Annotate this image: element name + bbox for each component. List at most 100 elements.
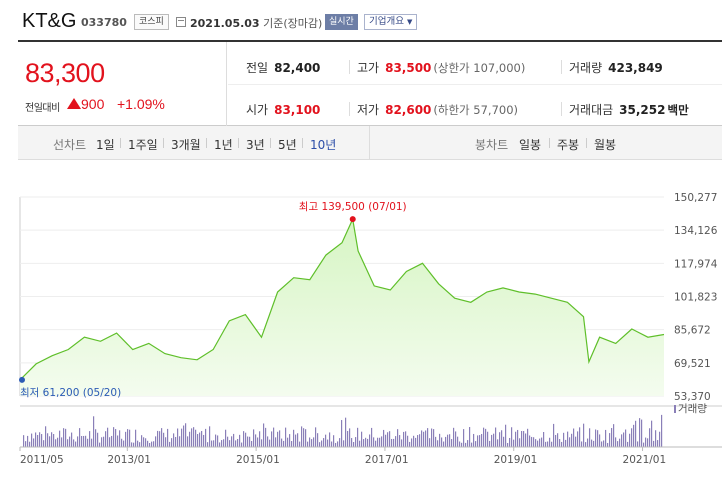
volume-bar (113, 427, 115, 447)
volume-bar (53, 434, 55, 447)
volume-bar (269, 439, 271, 447)
y-tick-label: 85,672 (674, 325, 711, 337)
y-tick-label: 69,521 (674, 358, 711, 370)
volume-bar (91, 438, 93, 447)
volume-bar (329, 432, 331, 447)
candle-chart-label: 봉차트 (475, 138, 509, 152)
y-tick-label: 53,370 (674, 391, 711, 403)
volume-bar (205, 428, 207, 447)
period-1d[interactable]: 1일 (96, 138, 115, 152)
volume-bar (235, 440, 237, 447)
volume-bar (417, 435, 419, 447)
volume-bar (65, 428, 67, 447)
volume-bar (573, 428, 575, 447)
volume-bar (383, 429, 385, 447)
volume-bar (589, 428, 591, 447)
volume-bar (157, 430, 159, 447)
volume-bar (281, 438, 283, 447)
volume-bar (85, 435, 87, 447)
volume-bar (565, 439, 567, 447)
volume-bar (37, 435, 39, 447)
volume-bar (149, 442, 151, 447)
realtime-button[interactable]: 실시간 (325, 14, 358, 30)
volume-bar (623, 432, 625, 447)
period-1y[interactable]: 1년 (214, 138, 233, 152)
company-overview-button[interactable]: 기업개요 ▼ (364, 14, 418, 30)
volume-bar (643, 442, 645, 447)
volume-bar (315, 427, 317, 447)
volume-bar (481, 433, 483, 447)
volume-bar (657, 440, 659, 447)
volume-bar (365, 437, 367, 447)
volume-bar (81, 435, 83, 447)
volume-bar (533, 437, 535, 447)
volume-bar (445, 436, 447, 447)
volume-bar (219, 442, 221, 447)
volume-bar (343, 440, 345, 447)
volume-bar (187, 436, 189, 447)
volume-bar (41, 434, 43, 447)
volume-bar (597, 430, 599, 447)
volume-bar (339, 438, 341, 447)
volume-bar (615, 437, 617, 447)
period-5y[interactable]: 5년 (278, 138, 297, 152)
period-10y[interactable]: 10년 (310, 138, 337, 152)
volume-bar (97, 432, 99, 447)
volume-bar (197, 434, 199, 447)
volume-legend-marker (674, 405, 676, 413)
volume-bar (451, 439, 453, 447)
volume-bar (449, 434, 451, 447)
volume-bar (531, 436, 533, 447)
quote-summary: 83,300 전일대비 900 +1.09% 전일 82,400 고가 83,500… (18, 40, 722, 126)
volume-bar (425, 430, 427, 447)
volume-bar (511, 427, 513, 447)
volume-bar (75, 441, 77, 447)
candle-weekly[interactable]: 주봉 (557, 138, 580, 152)
volume-bar (517, 429, 519, 447)
volume-bar (619, 438, 621, 447)
volume-bar (201, 430, 203, 447)
volume-bar (485, 428, 487, 447)
volume-bar (611, 428, 613, 447)
volume-bar (345, 417, 347, 447)
volume-bar (327, 439, 329, 447)
volume-bar (555, 434, 557, 447)
period-3m[interactable]: 3개월 (171, 138, 201, 152)
volume-bar (605, 429, 607, 447)
volume-bar (27, 435, 29, 447)
candle-daily[interactable]: 일봉 (519, 138, 542, 152)
volume-bar (83, 435, 85, 447)
volume-bar (319, 442, 321, 447)
volume-bar (593, 440, 595, 447)
x-tick-label: 2015/01 (236, 454, 280, 466)
volume-bar (397, 429, 399, 447)
period-3y[interactable]: 3년 (246, 138, 265, 152)
candle-monthly[interactable]: 월봉 (594, 138, 617, 152)
period-1w[interactable]: 1주일 (128, 138, 158, 152)
volume-bar (199, 432, 201, 447)
volume-bar (147, 440, 149, 447)
volume-bar (431, 428, 433, 447)
stock-header: KT&G 033780 코스피 2021.05.03 기준(장마감) 실시간 기… (0, 0, 722, 40)
volume-bar (29, 441, 31, 447)
volume-bar (541, 437, 543, 447)
volume-bar (59, 430, 61, 447)
volume-bar (335, 442, 337, 447)
volume-bar (349, 428, 351, 447)
volume-bar (141, 435, 143, 447)
volume-bar (265, 427, 267, 447)
volume-bar (457, 436, 459, 447)
volume-bar (117, 435, 119, 447)
volume-bar (305, 429, 307, 447)
volume-bar (47, 433, 49, 447)
y-tick-label: 150,277 (674, 192, 717, 204)
volume-bar (571, 433, 573, 447)
calendar-icon (176, 17, 186, 27)
volume-bar (561, 441, 563, 447)
volume-bar (317, 433, 319, 447)
volume-bar (301, 426, 303, 447)
volume-bar (355, 437, 357, 447)
volume-bar (133, 442, 135, 447)
volume-bar (627, 441, 629, 447)
volume-bar (641, 419, 643, 447)
